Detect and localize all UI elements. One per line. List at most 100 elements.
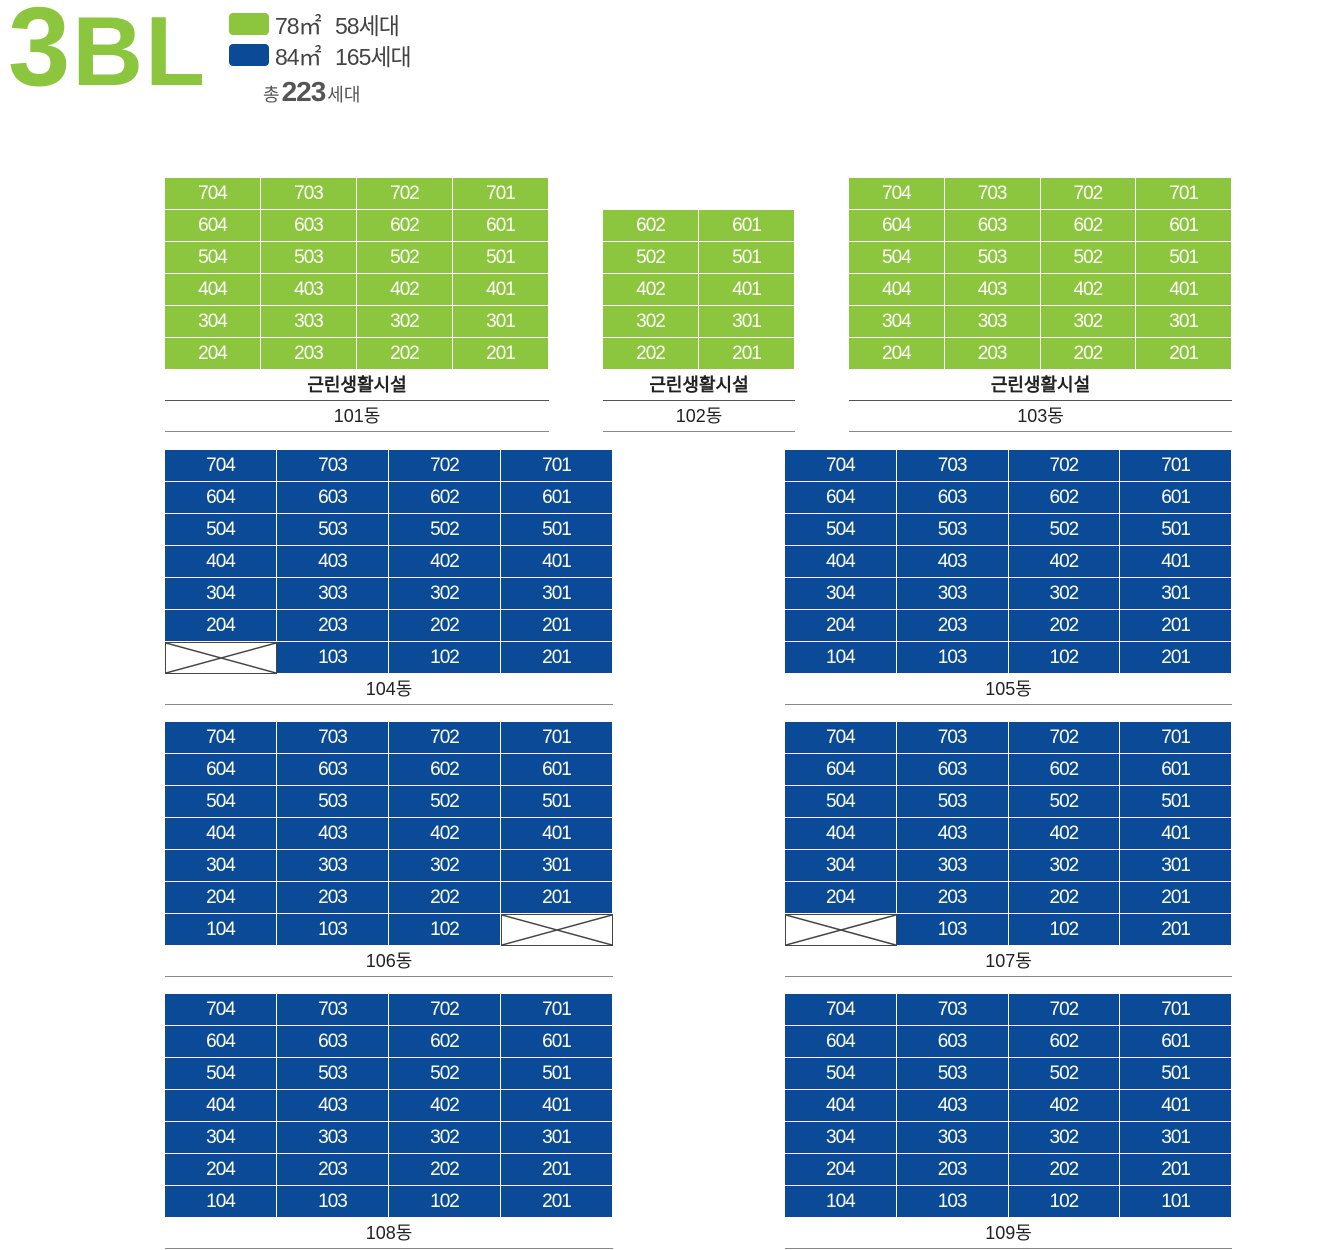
unit-cell: 604 [165,754,277,786]
unit-cell: 601 [1120,482,1232,514]
facility-label: 근린생활시설 [849,370,1232,401]
unit-cell: 203 [277,610,389,642]
unit-cell: 702 [389,994,501,1026]
unit-cell: 301 [1120,1122,1232,1154]
unit-cell: 502 [1008,1058,1121,1090]
unit-cell: 503 [896,514,1009,546]
legend-item-84: 84㎡ 165세대 [229,39,412,70]
building-name: 103동 [849,401,1232,432]
unit-cell: 401 [1120,818,1232,850]
unit-cell: 104 [785,1186,897,1218]
unit-cell: 703 [277,722,389,754]
unit-cell: 701 [501,994,613,1026]
total-prefix: 총 [263,85,280,105]
unit-cell: 404 [165,1090,277,1122]
unit-cell: 201 [501,1154,613,1186]
unit-cell: 404 [785,546,897,578]
unit-cell: 201 [1120,1154,1232,1186]
unit-cell: 403 [277,1090,389,1122]
unit-cell: 402 [603,274,699,306]
unit-cell: 504 [785,514,897,546]
unit-cell: 603 [277,482,389,514]
unit-cell: 304 [785,578,897,610]
unit-cell: 303 [896,850,1009,882]
unit-cell: 203 [261,338,357,370]
unit-cell: 403 [896,1090,1009,1122]
unit-cell: 203 [896,610,1009,642]
unit-cell: 601 [1120,1026,1232,1058]
unit-cell: 403 [261,274,357,306]
total-number: 223 [281,76,327,107]
unit-cell: 302 [1008,578,1121,610]
unit-cell: 103 [896,914,1009,946]
building-103: 704 703 702 701 604 603 602 601 504 503 502 501 404 4… [849,178,1232,432]
unit-cell: 403 [896,818,1009,850]
unit-cell: 501 [1120,514,1232,546]
building-name: 101동 [165,401,549,432]
unit-cell: 301 [699,306,795,338]
unit-cell: 404 [165,546,277,578]
legend-area: 78㎡ [275,12,322,39]
unit-cell: 604 [849,210,945,242]
unit-cell: 203 [896,1154,1009,1186]
unit-cell: 102 [389,642,501,674]
building-104: 704 703 702 701 604 603 602 601 504 503 502 501 404 4… [165,450,613,705]
unit-cell: 701 [453,178,549,210]
unit-cell: 303 [896,1122,1009,1154]
unit-cell: 603 [277,1026,389,1058]
unit-cell: 502 [603,242,699,274]
unit-cell: 303 [944,306,1041,338]
unit-cell: 202 [389,882,501,914]
unit-cell: 301 [501,578,613,610]
unit-cell: 304 [165,850,277,882]
unit-grid: 704 703 702 701 604 603 602 601 504 503 502 501 404 4… [165,178,549,370]
unit-cell: 503 [261,242,357,274]
unit-cell: 501 [699,242,795,274]
empty-unit [785,914,897,946]
unit-cell: 702 [1008,994,1121,1026]
block-title: 3BL [8,0,207,106]
facility-label: 근린생활시설 [165,370,549,401]
unit-cell: 601 [453,210,549,242]
unit-cell: 502 [1008,786,1121,818]
unit-cell: 202 [1008,610,1121,642]
unit-cell: 402 [1008,818,1121,850]
unit-cell: 404 [165,274,261,306]
unit-cell: 102 [389,1186,501,1218]
unit-cell: 401 [501,818,613,850]
building-109: 704 703 702 701 604 603 602 601 504 503 502 501 404 4… [785,994,1232,1249]
unit-cell: 603 [261,210,357,242]
unit-cell: 303 [277,850,389,882]
unit-cell: 301 [453,306,549,338]
unit-grid: 704 703 702 701 604 603 602 601 504 503 502 501 404 4… [165,450,613,674]
unit-cell: 401 [501,546,613,578]
unit-cell: 401 [453,274,549,306]
unit-cell: 703 [896,450,1009,482]
unit-cell: 201 [1120,642,1232,674]
unit-cell: 704 [785,450,897,482]
unit-cell: 103 [896,642,1009,674]
unit-grid: 602 601 502 501 402 401 302 301 202 201 [603,210,795,370]
unit-cell: 503 [944,242,1041,274]
building-name: 104동 [165,674,613,705]
unit-cell: 601 [1120,754,1232,786]
unit-cell: 103 [896,1186,1009,1218]
unit-cell: 204 [785,610,897,642]
unit-cell: 404 [849,274,945,306]
unit-cell: 404 [785,1090,897,1122]
unit-cell: 703 [896,722,1009,754]
unit-cell: 702 [389,450,501,482]
unit-cell: 104 [785,642,897,674]
unit-grid: 704 703 702 701 604 603 602 601 504 503 502 501 404 4… [785,994,1232,1218]
unit-cell: 604 [165,1026,277,1058]
unit-cell: 702 [389,722,501,754]
unit-cell: 102 [1008,1186,1121,1218]
legend-area: 84㎡ [275,43,322,70]
unit-cell: 704 [165,994,277,1026]
unit-cell: 201 [501,610,613,642]
unit-cell: 204 [785,882,897,914]
building-name: 106동 [165,946,613,977]
unit-cell: 301 [1120,578,1232,610]
unit-cell: 603 [896,482,1009,514]
unit-cell: 403 [277,546,389,578]
